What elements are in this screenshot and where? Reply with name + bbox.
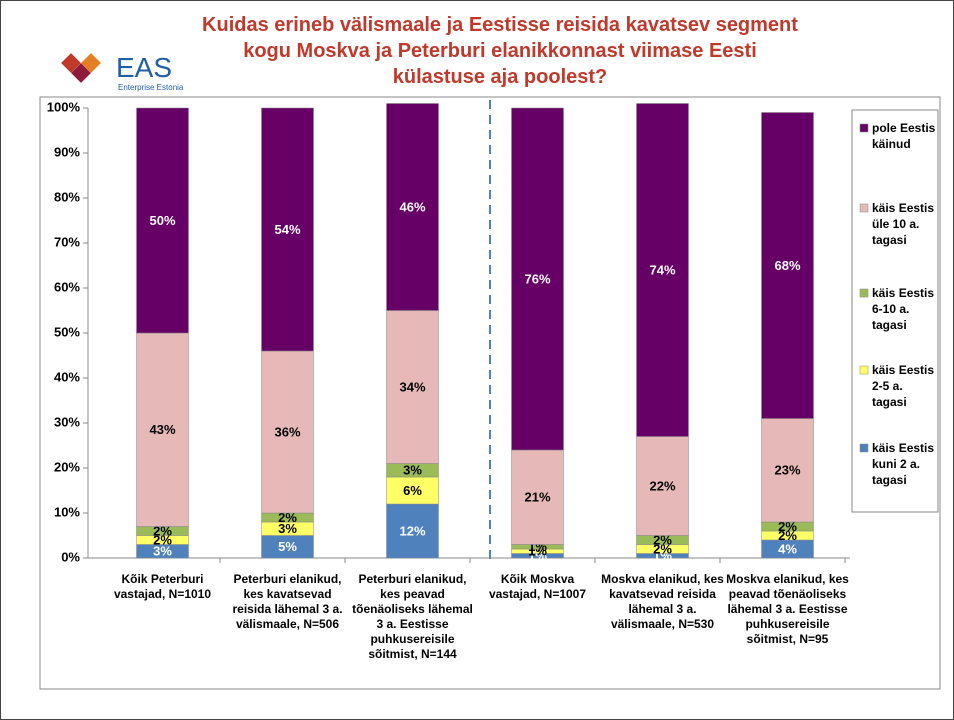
y-tick-label: 30% [54, 414, 80, 429]
data-label: 23% [774, 463, 800, 478]
y-tick-label: 50% [54, 324, 80, 339]
data-label: 21% [524, 490, 550, 505]
chart-title: Kuidas erineb välismaale ja Eestisse rei… [200, 12, 800, 90]
legend-swatch [860, 289, 868, 297]
data-label: 6% [403, 483, 422, 498]
y-tick-label: 100% [47, 99, 81, 114]
data-label: 36% [274, 424, 300, 439]
y-tick-label: 10% [54, 504, 80, 519]
y-tick-label: 40% [54, 369, 80, 384]
data-label: 22% [649, 478, 675, 493]
data-label: 3% [403, 463, 422, 478]
data-label: 74% [649, 262, 675, 277]
data-label: 5% [278, 539, 297, 554]
x-tick-label: Moskva elanikud, kes peavad tõenäoliseks… [725, 572, 851, 647]
legend-label: käis Eestis kuni 2 a. tagasi [872, 440, 936, 488]
logo-subtitle: Enterprise Estonia [118, 83, 183, 92]
data-label: 46% [399, 199, 425, 214]
legend-label: pole Eestis käinud [872, 120, 936, 152]
data-label: 12% [399, 523, 425, 538]
legend-label: käis Eestis 6-10 a. tagasi [872, 285, 936, 333]
legend-swatch [860, 124, 868, 132]
data-label: 34% [399, 379, 425, 394]
y-tick-label: 20% [54, 459, 80, 474]
y-tick-label: 0% [61, 549, 80, 564]
data-label: 76% [524, 271, 550, 286]
page: 0%10%20%30%40%50%60%70%80%90%100%3%2%2%4… [0, 0, 954, 720]
data-label: 4% [778, 541, 797, 556]
legend-swatch [860, 366, 868, 374]
data-label: 68% [774, 258, 800, 273]
x-tick-label: Kõik Moskva vastajad, N=1007 [475, 572, 601, 602]
y-tick-label: 60% [54, 279, 80, 294]
data-label: 43% [149, 422, 175, 437]
logo-mark [61, 53, 101, 83]
legend-swatch [860, 444, 868, 452]
y-tick-label: 70% [54, 234, 80, 249]
legend-label: käis Eestis üle 10 a. tagasi [872, 200, 936, 248]
data-label: 54% [274, 222, 300, 237]
logo-name: EAS [116, 52, 172, 84]
data-label: 50% [149, 213, 175, 228]
x-tick-label: Peterburi elanikud, kes kavatsevad reisi… [225, 572, 351, 632]
x-tick-label: Moskva elanikud, kes kavatsevad reisida … [600, 572, 726, 632]
x-tick-label: Kõik Peterburi vastajad, N=1010 [100, 572, 226, 602]
y-tick-label: 90% [54, 144, 80, 159]
x-tick-label: Peterburi elanikud, kes peavad tõenäolis… [350, 572, 476, 662]
legend-swatch [860, 204, 868, 212]
y-tick-label: 80% [54, 189, 80, 204]
legend-label: käis Eestis 2-5 a. tagasi [872, 362, 936, 410]
